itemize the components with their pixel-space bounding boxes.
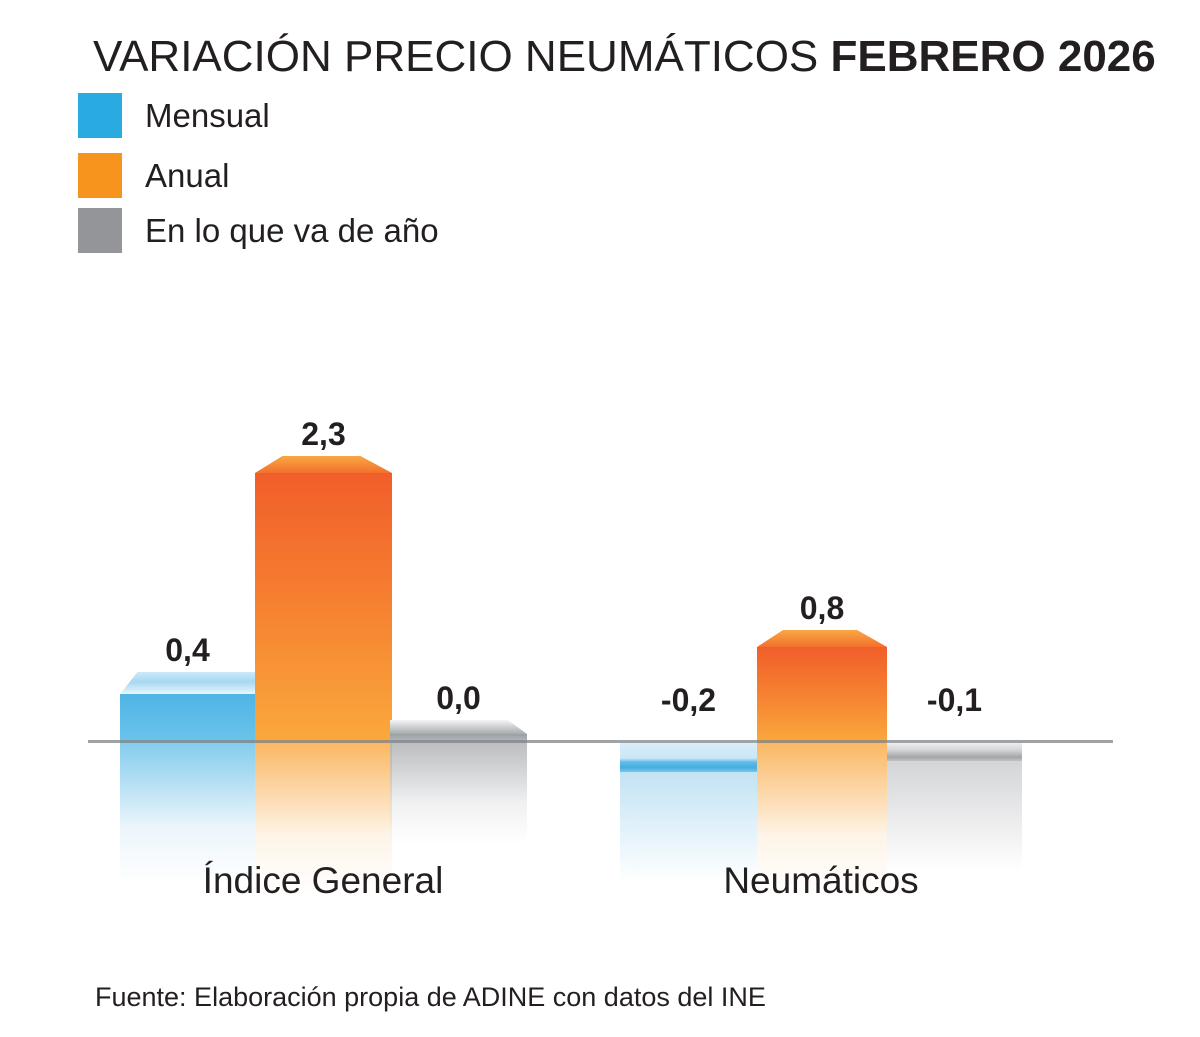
legend-label-anual: Anual [145,157,230,194]
bar-mensual-neumaticos-value-label: -0,2 [660,682,717,718]
bar-ytd-indice-general-top-face [390,720,527,734]
bar-ytd-indice-general-value-label: 0,0 [436,680,481,716]
legend-item-anual: Anual [78,153,229,198]
x-axis-baseline [88,740,1113,743]
bar-anual-neumaticos [757,647,887,743]
legend-label-mensual: Mensual [145,97,270,134]
category-label-indice-general: Índice General [202,860,444,901]
bar-anual-indice-general-value-label: 2,3 [301,416,346,452]
bar-ytd-neumaticos-reflection [887,761,1022,871]
bar-mensual-indice-general-reflection [120,743,255,884]
bar-anual-indice-general [255,473,392,743]
bar-mensual-neumaticos-reflection [620,772,757,882]
bar-ytd-indice-general-reflection [390,743,527,844]
category-label-neumaticos: Neumáticos [723,860,919,901]
bar-anual-neumaticos-reflection [757,743,887,893]
bar-anual-neumaticos-value-label: 0,8 [799,590,845,626]
chart-title-regular: VARIACIÓN PRECIO NEUMÁTICOS [93,32,831,81]
bar-ytd-neumaticos [887,743,1022,761]
source-text: Fuente: Elaboración propia de ADINE con … [95,982,766,1012]
bar-ytd-neumaticos-value-label: -0,1 [926,682,983,718]
legend-swatch-mensual [78,93,122,138]
legend-swatch-ytd [78,208,122,253]
bar-mensual-neumaticos [620,743,757,772]
bar-anual-indice-general-reflection [255,743,392,893]
chart-title-period: FEBRERO 2026 [830,32,1156,81]
bar-ytd-indice-general [390,734,527,743]
legend-label-ytd: En lo que va de año [145,212,439,249]
legend-item-ytd: En lo que va de año [78,208,439,253]
legend-swatch-anual [78,153,122,198]
bar-mensual-indice-general-value-label: 0,4 [165,632,210,668]
bar-mensual-indice-general-top-face [120,672,255,694]
legend-item-mensual: Mensual [78,93,270,138]
bar-mensual-indice-general [120,694,255,743]
chart-title: VARIACIÓN PRECIO NEUMÁTICOS FEBRERO 2026 [93,32,1156,82]
bar-anual-indice-general-top-face [255,456,392,473]
bar-anual-neumaticos-top-face [757,630,887,647]
